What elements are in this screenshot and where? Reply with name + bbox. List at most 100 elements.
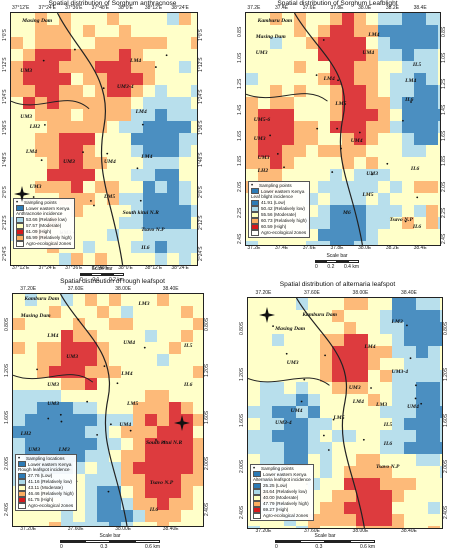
raster-cell: [145, 390, 157, 402]
raster-cell: [143, 13, 155, 25]
raster-cell: [157, 486, 169, 498]
raster-cell: [330, 121, 342, 133]
scale-bar: Scale bar 0 0.2 0.4 km: [315, 253, 359, 270]
raster-cell: [272, 346, 284, 358]
raster-cell: [47, 13, 59, 25]
raster-cell: [37, 414, 49, 426]
raster-cell: [330, 193, 342, 205]
raster-cell: [73, 330, 85, 342]
bottom-tick-label: 38.4E: [413, 245, 427, 251]
sampling-point: [324, 354, 326, 357]
raster-cell: [438, 181, 440, 193]
place-label: Kamburu Dam: [257, 17, 293, 24]
raster-cell: [37, 522, 49, 526]
raster-cell: [155, 85, 167, 97]
raster-cell: [320, 490, 332, 502]
raster-cell: [49, 342, 61, 354]
raster-cell: [179, 61, 191, 73]
raster-cell: [107, 49, 119, 61]
raster-cell: [402, 181, 414, 193]
raster-cell: [392, 358, 404, 370]
sampling-point: [143, 346, 146, 349]
legend-item: 41.91 (Low): [251, 199, 307, 206]
map-frame: Kamburu Dam Masing Dam LM4 UM3 UM4 LM4 LM5 IL5 L…: [245, 12, 441, 246]
raster-cell: [318, 217, 330, 229]
raster-cell: [169, 354, 181, 366]
raster-cell: [155, 109, 167, 121]
raster-cell: [356, 358, 368, 370]
raster-cell: [318, 61, 330, 73]
bottom-tick-label: 37.20E: [255, 528, 272, 534]
raster-cell: [35, 73, 47, 85]
raster-cell: [260, 418, 272, 430]
raster-cell: [248, 370, 260, 382]
raster-cell: [282, 37, 294, 49]
raster-cell: [71, 169, 83, 181]
raster-cell: [284, 430, 296, 442]
left-tick-label: 1.2S: [237, 78, 243, 90]
raster-cell: [392, 502, 404, 514]
raster-cell: [272, 334, 284, 346]
raster-cell: [95, 157, 107, 169]
raster-cell: [320, 370, 332, 382]
raster-cell: [390, 121, 402, 133]
raster-cell: [107, 37, 119, 49]
left-tick-label: 2°0'S: [2, 186, 8, 199]
raster-cell: [390, 205, 402, 217]
raster-cell: [356, 298, 368, 310]
raster-cell: [59, 97, 71, 109]
raster-cell: [131, 109, 143, 121]
raster-cell: [404, 322, 416, 334]
raster-cell: [133, 306, 145, 318]
raster-cell: [121, 330, 133, 342]
sampling-point: [337, 79, 339, 82]
raster-cell: [131, 145, 143, 157]
raster-cell: [356, 418, 368, 430]
raster-cell: [169, 294, 181, 306]
raster-cell: [318, 133, 330, 145]
raster-cell: [35, 37, 47, 49]
legend-label: 61.75 (High): [28, 497, 54, 503]
raster-cell: [121, 462, 133, 474]
raster-cell: [109, 306, 121, 318]
raster-cell: [157, 366, 169, 378]
raster-cell: [390, 241, 402, 245]
raster-cell: [143, 37, 155, 49]
left-tick-label: 1°36'S: [2, 120, 8, 136]
legend-item: 61.09 (High): [16, 228, 72, 235]
raster-cell: [320, 418, 332, 430]
raster-cell: [368, 454, 380, 466]
bottom-tick-label: 38.00E: [352, 528, 369, 534]
raster-cell: [318, 193, 330, 205]
legend-item: • Sampling points: [16, 200, 72, 206]
top-tick-label: 37.20E: [255, 290, 272, 296]
legend-item: 41.16 (Relatively low): [18, 478, 74, 485]
raster-cell: [368, 478, 380, 490]
place-label: UM3: [66, 354, 78, 361]
legend-label: 55.56 (Moderate): [261, 212, 297, 218]
raster-cell: [133, 510, 145, 522]
raster-cell: [246, 157, 258, 169]
raster-cell: [308, 454, 320, 466]
raster-cell: [354, 217, 366, 229]
legend-item: 57.57 (Moderate): [16, 222, 72, 229]
raster-cell: [428, 418, 440, 430]
map-frame: Kamburu Dam Masing Dam LM3 LM4 UM3 UM3-4 LM4 UM…: [247, 297, 443, 529]
raster-cell: [332, 478, 344, 490]
raster-cell: [59, 181, 71, 193]
raster-cell: [308, 394, 320, 406]
raster-cell: [49, 390, 61, 402]
raster-cell: [35, 85, 47, 97]
raster-cell: [366, 37, 378, 49]
raster-cell: [246, 61, 258, 73]
raster-cell: [402, 193, 414, 205]
raster-cell: [416, 358, 428, 370]
raster-cell: [308, 430, 320, 442]
raster-cell: [414, 229, 426, 241]
raster-cell: [71, 73, 83, 85]
legend: • Sampling points Lower eastern Kenya Leaf …: [248, 181, 310, 238]
raster-cell: [426, 205, 438, 217]
sampling-point: [322, 434, 325, 437]
raster-cell: [354, 157, 366, 169]
raster-cell: [97, 366, 109, 378]
